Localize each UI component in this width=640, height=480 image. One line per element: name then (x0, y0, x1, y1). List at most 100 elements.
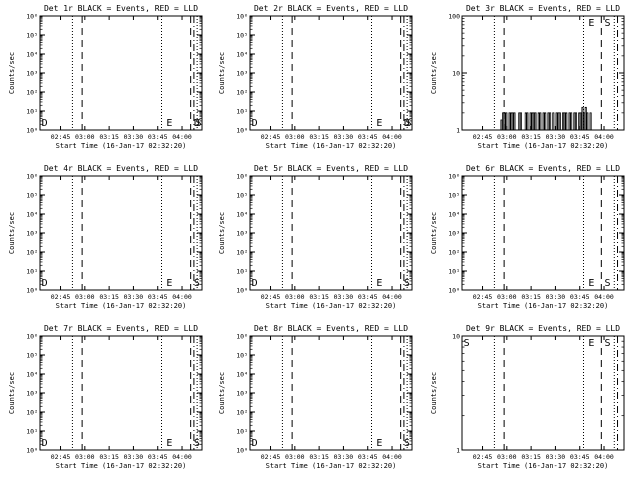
y-tick-label: 10¹ (236, 108, 248, 116)
y-tick-label: 10⁰ (26, 447, 38, 455)
x-tick-label: 03:15 (99, 293, 119, 301)
x-tick-label: 03:45 (358, 453, 378, 461)
flag-S: S (194, 278, 200, 289)
plot-frame (249, 175, 413, 291)
event-bin (586, 112, 589, 131)
flag-D: D (252, 278, 258, 289)
x-axis-label: Start Time (16-Jan-17 02:32:20) (478, 302, 609, 310)
x-tick-label: 03:45 (148, 133, 168, 141)
x-tick-label: 03:45 (570, 133, 590, 141)
event-bin (575, 112, 578, 131)
y-tick-label: 1 (456, 447, 460, 455)
y-tick-label: 10³ (448, 230, 460, 238)
event-bin (510, 112, 513, 131)
event-bin (513, 112, 516, 131)
y-tick-label: 10⁶ (236, 13, 248, 21)
event-bin (583, 112, 586, 131)
x-tick-label: 03:30 (334, 133, 354, 141)
x-tick-label: 02:45 (261, 293, 281, 301)
panel-title: Det 6r BLACK = Events, RED = LLD (466, 164, 620, 173)
y-tick-label: 100 (448, 13, 460, 21)
y-axis-label: Counts/sec (218, 52, 226, 94)
x-tick-label: 02:45 (473, 453, 493, 461)
x-tick-label: 02:45 (261, 453, 281, 461)
event-bin (581, 106, 584, 131)
event-bin (534, 112, 537, 131)
y-axis-label: Counts/sec (8, 372, 16, 414)
x-tick-label: 03:30 (334, 453, 354, 461)
x-tick-label: 03:00 (285, 133, 305, 141)
x-tick-label: 03:30 (124, 293, 144, 301)
flag-D: D (42, 438, 48, 449)
x-tick-label: 03:30 (546, 293, 566, 301)
event-bin (552, 112, 555, 131)
event-bin (519, 112, 522, 131)
y-tick-label: 10⁵ (26, 32, 38, 40)
y-tick-label: 10⁵ (26, 192, 38, 200)
flag-S: S (605, 278, 611, 289)
y-tick-label: 10¹ (236, 428, 248, 436)
x-tick-label: 03:45 (358, 133, 378, 141)
flag-S: S (404, 278, 410, 289)
y-axis-label: Counts/sec (8, 52, 16, 94)
y-tick-label: 10³ (236, 70, 248, 78)
plot-frame (461, 175, 625, 291)
plot-frame (249, 335, 413, 451)
panel-det-6: Det 6r BLACK = Events, RED = LLD 10⁰ 10¹ 10… (430, 164, 625, 310)
x-tick-label: 03:00 (285, 453, 305, 461)
event-bin (562, 112, 565, 131)
x-tick-label: 02:45 (51, 293, 71, 301)
flag-E: E (376, 278, 382, 289)
y-axis-label: Counts/sec (430, 52, 438, 94)
panel-det-8: Det 8r BLACK = Events, RED = LLD 10⁰ 10¹ 10… (218, 324, 413, 470)
panel-det-7: Det 7r BLACK = Events, RED = LLD 10⁰ 10¹ 10… (8, 324, 203, 470)
event-bin (502, 112, 505, 131)
panel-det-2: Det 2r BLACK = Events, RED = LLD 10⁰ 10¹ 10… (218, 4, 413, 150)
x-tick-label: 03:00 (497, 133, 517, 141)
panel-det-5: Det 5r BLACK = Events, RED = LLD 10⁰ 10¹ 10… (218, 164, 413, 310)
event-bin (570, 112, 573, 131)
panel-det-3: Det 3r BLACK = Events, RED = LLD 1 10 100 02… (430, 4, 625, 150)
x-tick-label: 04:00 (382, 453, 402, 461)
x-axis-label: Start Time (16-Jan-17 02:32:20) (266, 302, 397, 310)
event-bin (544, 112, 547, 131)
event-bin (529, 112, 532, 131)
event-bin (537, 112, 540, 131)
event-bin (503, 112, 506, 131)
flag-E: E (588, 18, 594, 29)
y-tick-label: 10⁴ (236, 371, 248, 379)
y-tick-label: 10⁰ (236, 287, 248, 295)
x-tick-label: 03:15 (309, 293, 329, 301)
flag-S: S (194, 438, 200, 449)
x-tick-label: 03:30 (124, 133, 144, 141)
x-tick-label: 03:00 (497, 293, 517, 301)
flag-E: E (376, 438, 382, 449)
x-tick-label: 04:00 (594, 293, 614, 301)
event-bin (549, 112, 552, 131)
x-axis-label: Start Time (16-Jan-17 02:32:20) (478, 142, 609, 150)
y-tick-label: 10³ (236, 390, 248, 398)
x-axis-label: Start Time (16-Jan-17 02:32:20) (478, 462, 609, 470)
panel-det-1: Det 1r BLACK = Events, RED = LLD 10⁰ 10¹ 10… (8, 4, 203, 150)
y-axis-label: Counts/sec (8, 212, 16, 254)
event-bin (508, 112, 511, 131)
plot-frame (249, 15, 413, 131)
plot-frame (39, 335, 203, 451)
y-tick-label: 10³ (236, 230, 248, 238)
x-axis-label: Start Time (16-Jan-17 02:32:20) (56, 302, 187, 310)
event-bin (526, 112, 529, 131)
event-bin (518, 112, 521, 131)
x-tick-label: 03:15 (309, 133, 329, 141)
x-tick-label: 02:45 (51, 133, 71, 141)
flag-S: S (196, 118, 202, 129)
x-tick-label: 04:00 (594, 453, 614, 461)
y-tick-label: 10⁴ (448, 211, 460, 219)
y-tick-label: 10⁰ (236, 447, 248, 455)
y-tick-label: 10¹ (236, 268, 248, 276)
x-axis-label: Start Time (16-Jan-17 02:32:20) (56, 142, 187, 150)
panel-title: Det 3r BLACK = Events, RED = LLD (466, 4, 620, 13)
x-tick-label: 03:45 (148, 453, 168, 461)
event-bin (584, 106, 587, 131)
x-tick-label: 02:45 (261, 133, 281, 141)
